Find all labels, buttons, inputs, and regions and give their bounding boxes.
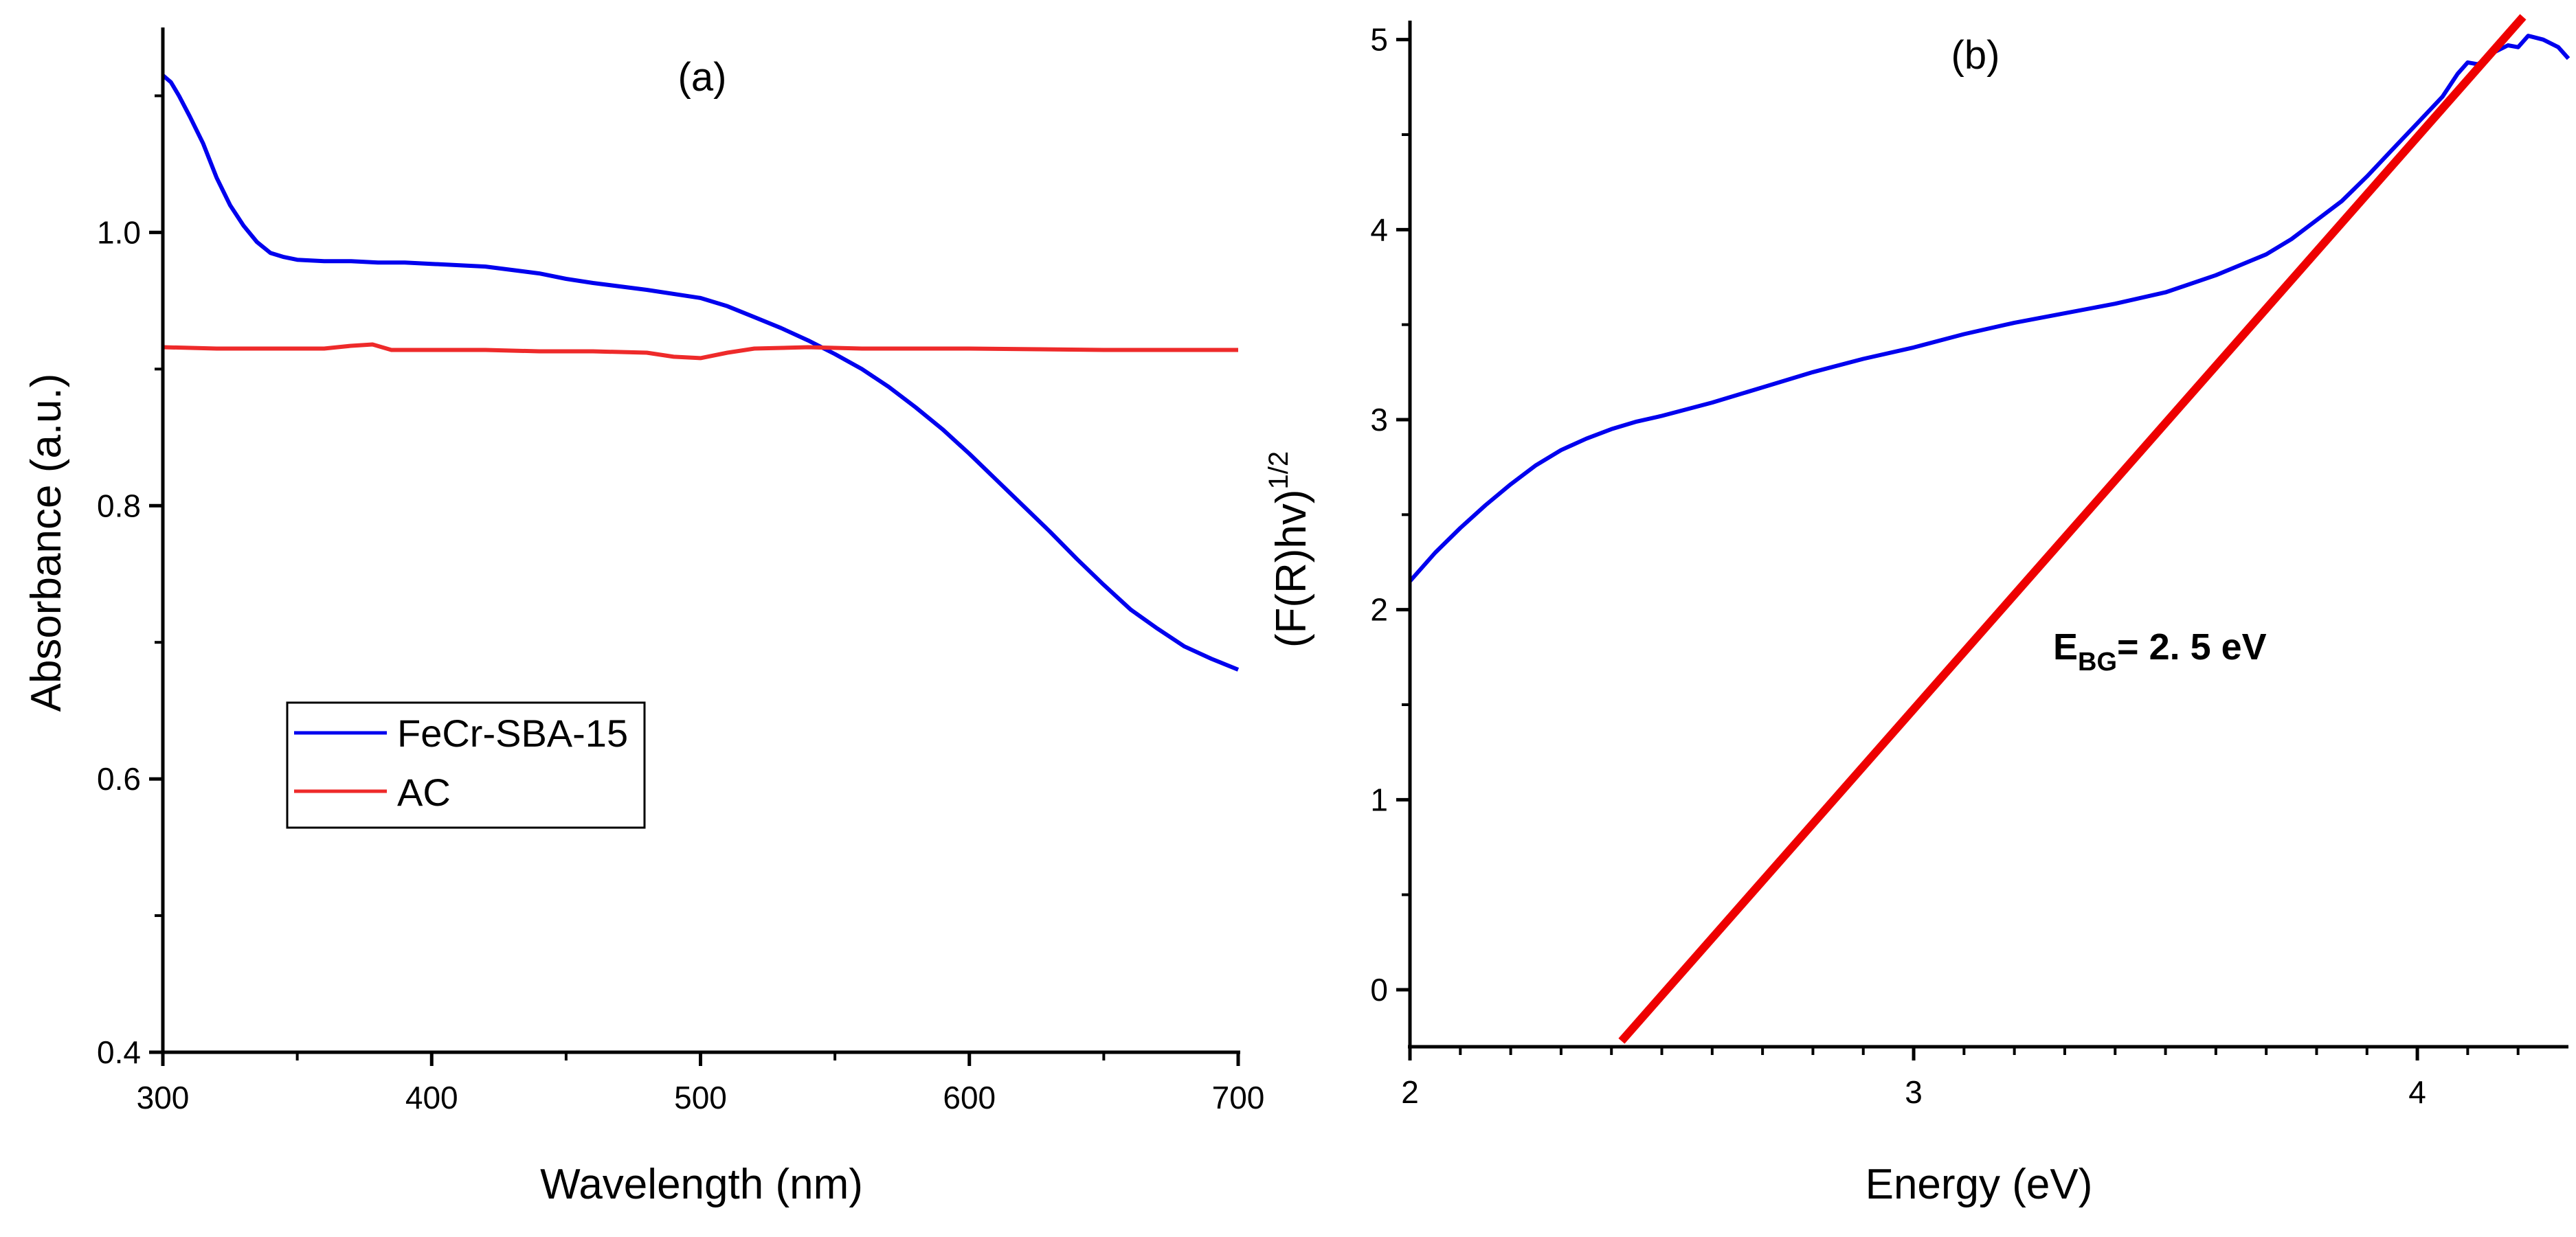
- x-tick-label: 300: [137, 1080, 190, 1115]
- panel-a-y-tick-labels: 0.4 0.6 0.8 1.0: [97, 214, 141, 1070]
- y-tick-label: 1.0: [97, 214, 141, 250]
- panel-b-y-tick-labels: 0 1 2 3 4 5: [1370, 22, 1388, 1008]
- band-gap-annotation-e: E: [2053, 626, 2078, 668]
- x-tick-label: 3: [1905, 1074, 1923, 1110]
- series-line-fecr-sba-15: [161, 73, 1240, 672]
- legend: FeCr-SBA-15 AC: [286, 701, 646, 829]
- panel-b: 2 3 4 0 1 2 3 4 5 (b) Energy (eV) (F(R)hv)1/2 E…: [1264, 14, 2571, 1208]
- panel-b-x-axis-label: Energy (eV): [1866, 1161, 2093, 1208]
- x-tick-label: 600: [943, 1080, 996, 1115]
- band-gap-annotation: EBG= 2. 5 eV: [2053, 626, 2267, 677]
- series-line-spectrum: [1408, 34, 2571, 583]
- panel-a-x-axis-label: Wavelength (nm): [540, 1161, 863, 1208]
- panel-b-y-axis-label: (F(R)hv)1/2: [1264, 451, 1315, 648]
- y-tick-label: 2: [1370, 592, 1388, 628]
- x-tick-label: 700: [1212, 1080, 1265, 1115]
- panel-b-x-tick-labels: 2 3 4: [1401, 1074, 2426, 1110]
- legend-label-ac: AC: [397, 771, 451, 814]
- panel-b-ticks: [1396, 38, 2520, 1060]
- y-tick-label: 1: [1370, 782, 1388, 817]
- y-tick-label: 0: [1370, 972, 1388, 1008]
- panel-a-x-tick-labels: 300 400 500 600 700: [137, 1080, 1265, 1115]
- y-tick-label: 0.4: [97, 1034, 141, 1070]
- panel-b-title: (b): [1951, 33, 2000, 78]
- panel-a-series: [161, 73, 1240, 672]
- band-gap-annotation-subscript: BG: [2078, 648, 2117, 677]
- y-tick-label: 5: [1370, 22, 1388, 58]
- y-tick-label: 0.8: [97, 488, 141, 523]
- x-tick-label: 4: [2408, 1074, 2426, 1110]
- panel-a-title: (a): [678, 55, 727, 100]
- legend-label-fecr-sba-15: FeCr-SBA-15: [397, 712, 628, 755]
- panel-b-series: [1408, 14, 2571, 1044]
- y-tick-label: 3: [1370, 402, 1388, 438]
- y-tick-label: 4: [1370, 212, 1388, 247]
- panel-b-y-axis-label-superscript: 1/2: [1264, 451, 1294, 490]
- y-tick-label: 0.6: [97, 761, 141, 797]
- series-line-linear-fit: [1618, 14, 2527, 1044]
- x-tick-label: 2: [1401, 1074, 1419, 1110]
- panel-b-y-axis-label-main: (F(R)hv): [1268, 489, 1315, 648]
- legend-box: [286, 701, 646, 829]
- x-tick-label: 500: [674, 1080, 727, 1115]
- panel-a-ticks: [149, 94, 1240, 1066]
- x-tick-label: 400: [405, 1080, 458, 1115]
- panel-a-y-axis-label: Absorbance (a.u.): [23, 374, 70, 712]
- panel-a: 300 400 500 600 700 0.4 0.6 0.8 1.0 (a) Wavelen…: [23, 27, 1264, 1208]
- series-line-ac: [162, 342, 1238, 361]
- band-gap-annotation-value: = 2. 5 eV: [2117, 626, 2267, 668]
